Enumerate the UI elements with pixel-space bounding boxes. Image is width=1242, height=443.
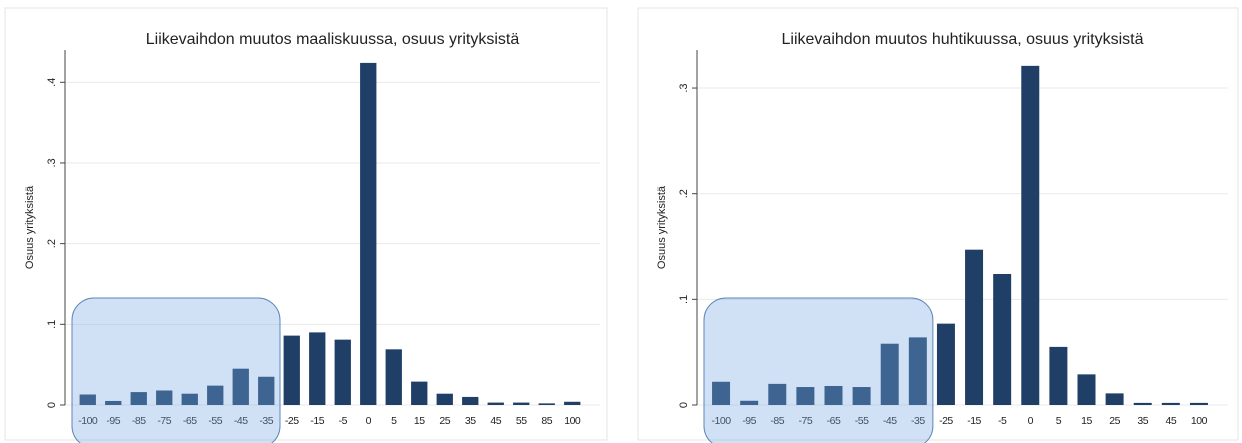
- x-tick-label: -95: [742, 415, 756, 427]
- x-tick-label: -85: [132, 415, 146, 427]
- bar: [181, 393, 198, 405]
- x-tick-label: -25: [285, 415, 299, 427]
- x-tick-label: 35: [465, 415, 476, 427]
- bar: [768, 383, 787, 405]
- x-tick-label: 15: [414, 415, 425, 427]
- panel: [4, 7, 608, 441]
- bar: [130, 392, 147, 405]
- y-axis-label: Osuus yrityksistä: [24, 185, 36, 269]
- x-tick-label: -100: [712, 415, 732, 427]
- x-tick-label: -15: [967, 415, 981, 427]
- x-tick-label: 0: [366, 415, 372, 427]
- x-tick-label: -35: [259, 415, 273, 427]
- x-tick-label: 25: [1109, 415, 1120, 427]
- bar: [564, 401, 581, 405]
- bar: [965, 249, 984, 405]
- x-tick-label: 45: [1165, 415, 1176, 427]
- x-tick-label: 45: [490, 415, 501, 427]
- x-tick-label: -55: [855, 415, 869, 427]
- bar: [1161, 402, 1180, 405]
- x-tick-label: 100: [564, 415, 581, 427]
- y-tick-label: .2: [46, 239, 58, 248]
- bar: [360, 62, 377, 406]
- bar: [538, 403, 555, 405]
- x-tick-label: -5: [339, 415, 348, 427]
- bar: [436, 393, 453, 405]
- x-tick-label: 35: [1137, 415, 1148, 427]
- bar: [207, 385, 224, 405]
- x-tick-label: 25: [439, 415, 450, 427]
- bar: [1049, 346, 1068, 405]
- chart-title: Liikevaihdon muutos huhtikuussa, osuus y…: [782, 31, 1144, 48]
- highlight: [71, 297, 281, 443]
- y-tick-label: 0: [46, 402, 58, 408]
- bar: [411, 381, 428, 405]
- x-tick-label: -25: [939, 415, 953, 427]
- bar: [283, 335, 300, 405]
- bar: [1133, 402, 1152, 405]
- x-tick-label: -65: [827, 415, 841, 427]
- bar: [796, 387, 815, 405]
- y-axis-label: Osuus yrityksistä: [656, 185, 668, 269]
- bar: [993, 273, 1012, 405]
- bar: [258, 376, 275, 405]
- x-tick-label: -35: [911, 415, 925, 427]
- y-tick-label: .4: [46, 78, 58, 87]
- x-tick-label: -55: [208, 415, 222, 427]
- bar: [908, 337, 927, 405]
- x-tick-label: 0: [1028, 415, 1034, 427]
- bar: [1077, 374, 1096, 405]
- y-tick-label: .3: [678, 83, 690, 92]
- bar: [462, 396, 479, 405]
- bar: [334, 339, 351, 405]
- bar: [824, 385, 843, 405]
- bar: [309, 332, 326, 405]
- bar: [385, 349, 402, 405]
- chart-title: Liikevaihdon muutos maaliskuussa, osuus …: [146, 31, 520, 48]
- x-tick-label: -5: [998, 415, 1007, 427]
- bar: [487, 402, 504, 405]
- x-tick-label: 100: [1191, 415, 1208, 427]
- bar: [1189, 402, 1208, 405]
- y-tick-label: 0: [678, 402, 690, 408]
- x-tick-label: 5: [1056, 415, 1062, 427]
- y-tick-label: .2: [678, 189, 690, 198]
- bar: [105, 400, 122, 405]
- x-tick-label: 5: [391, 415, 397, 427]
- bar: [156, 390, 173, 405]
- x-tick-label: -95: [106, 415, 120, 427]
- bar: [79, 394, 96, 405]
- x-tick-label: -45: [234, 415, 248, 427]
- highlight: [703, 297, 934, 443]
- bar: [513, 402, 530, 405]
- x-tick-label: -100: [78, 415, 98, 427]
- x-tick-label: 85: [541, 415, 552, 427]
- bar: [712, 381, 731, 405]
- x-tick-label: -15: [310, 415, 324, 427]
- x-tick-label: -75: [157, 415, 171, 427]
- bar: [232, 368, 249, 405]
- bar: [880, 343, 899, 405]
- bar: [1021, 65, 1040, 406]
- bar: [740, 400, 759, 405]
- x-tick-label: -65: [183, 415, 197, 427]
- y-tick-label: .1: [46, 320, 58, 329]
- x-tick-label: 55: [516, 415, 527, 427]
- y-tick-label: .1: [678, 295, 690, 304]
- bar: [852, 387, 871, 405]
- x-tick-label: -75: [799, 415, 813, 427]
- x-tick-label: -45: [883, 415, 897, 427]
- bar: [936, 323, 955, 405]
- y-tick-label: .3: [46, 158, 58, 167]
- x-tick-label: -85: [770, 415, 784, 427]
- bar: [1105, 393, 1124, 405]
- x-tick-label: 15: [1081, 415, 1092, 427]
